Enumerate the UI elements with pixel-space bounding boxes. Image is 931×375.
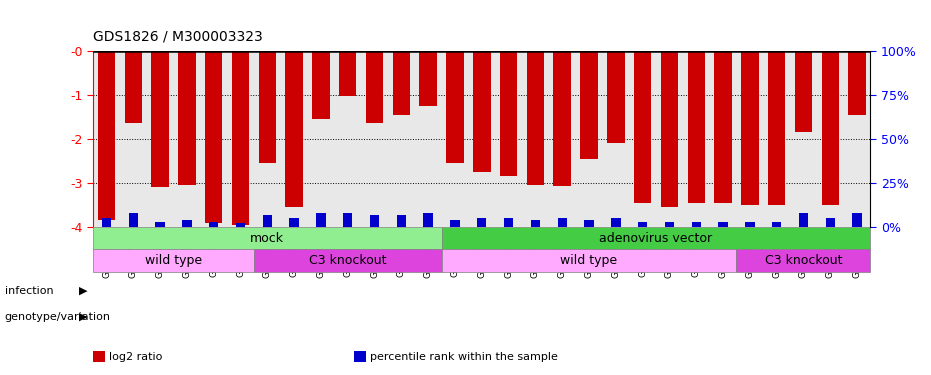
Text: mock: mock bbox=[250, 232, 284, 245]
Bar bbox=[370, 214, 379, 227]
Bar bbox=[263, 214, 272, 227]
Bar bbox=[741, 51, 759, 205]
Bar bbox=[500, 51, 518, 176]
Bar bbox=[98, 51, 115, 220]
Bar bbox=[736, 249, 870, 272]
Bar bbox=[232, 51, 250, 225]
Text: wild type: wild type bbox=[560, 254, 617, 267]
Text: infection: infection bbox=[5, 286, 53, 296]
Bar bbox=[611, 218, 621, 227]
Bar bbox=[182, 220, 192, 227]
Bar bbox=[236, 224, 245, 227]
Bar bbox=[254, 249, 441, 272]
Bar bbox=[441, 249, 736, 272]
Bar bbox=[745, 222, 754, 227]
Bar bbox=[152, 51, 169, 187]
Text: ▶: ▶ bbox=[79, 286, 88, 296]
Bar bbox=[504, 218, 513, 227]
Text: wild type: wild type bbox=[145, 254, 202, 267]
Bar bbox=[821, 51, 839, 205]
Bar bbox=[772, 222, 781, 227]
Bar bbox=[853, 213, 862, 227]
Bar bbox=[125, 51, 142, 123]
Bar bbox=[420, 51, 437, 106]
Bar bbox=[155, 222, 165, 227]
Text: genotype/variation: genotype/variation bbox=[5, 312, 111, 322]
Bar bbox=[205, 51, 223, 223]
Bar bbox=[714, 51, 732, 203]
Bar bbox=[799, 213, 808, 227]
Bar bbox=[397, 214, 406, 227]
Bar bbox=[93, 227, 441, 249]
Text: C3 knockout: C3 knockout bbox=[309, 254, 386, 267]
Bar bbox=[451, 220, 460, 227]
Bar bbox=[343, 213, 353, 227]
Bar bbox=[607, 51, 625, 143]
Bar bbox=[585, 220, 594, 227]
Bar bbox=[441, 227, 870, 249]
Text: adenovirus vector: adenovirus vector bbox=[600, 232, 712, 245]
Bar bbox=[638, 222, 647, 227]
Bar bbox=[473, 51, 491, 172]
Bar bbox=[259, 51, 277, 163]
Text: log2 ratio: log2 ratio bbox=[109, 352, 162, 362]
Bar bbox=[93, 249, 254, 272]
Bar bbox=[580, 51, 598, 159]
Bar bbox=[286, 51, 303, 207]
Bar bbox=[634, 51, 652, 203]
Bar bbox=[209, 222, 219, 227]
Bar bbox=[477, 218, 487, 227]
Bar bbox=[101, 218, 111, 227]
Bar bbox=[366, 51, 384, 123]
Bar bbox=[178, 51, 196, 185]
Bar bbox=[527, 51, 544, 185]
Text: percentile rank within the sample: percentile rank within the sample bbox=[370, 352, 558, 362]
Bar bbox=[393, 51, 410, 114]
Bar bbox=[795, 51, 812, 132]
Bar bbox=[317, 213, 326, 227]
Bar bbox=[554, 51, 571, 186]
Bar bbox=[290, 218, 299, 227]
Bar bbox=[687, 51, 705, 203]
Bar bbox=[128, 213, 138, 227]
Bar bbox=[558, 218, 567, 227]
Bar bbox=[531, 220, 540, 227]
Bar bbox=[826, 218, 835, 227]
Text: GDS1826 / M300003323: GDS1826 / M300003323 bbox=[93, 29, 263, 43]
Bar bbox=[424, 213, 433, 227]
Bar bbox=[665, 222, 674, 227]
Bar bbox=[768, 51, 786, 205]
Text: C3 knockout: C3 knockout bbox=[764, 254, 843, 267]
Bar bbox=[692, 222, 701, 227]
Bar bbox=[312, 51, 330, 119]
Bar bbox=[661, 51, 678, 207]
Bar bbox=[446, 51, 464, 163]
Bar bbox=[719, 222, 728, 227]
Bar bbox=[339, 51, 357, 96]
Bar bbox=[848, 51, 866, 114]
Text: ▶: ▶ bbox=[79, 312, 88, 322]
